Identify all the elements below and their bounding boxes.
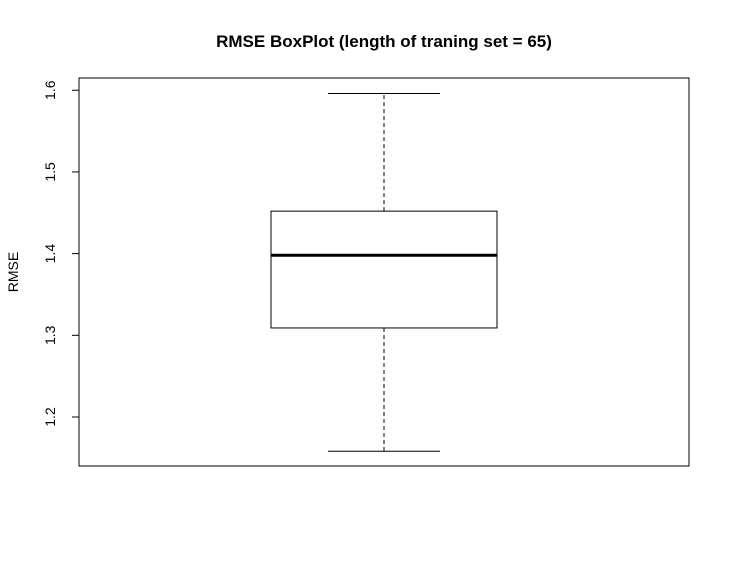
y-axis: 1.2 1.3 1.4 1.5 1.6: [42, 80, 80, 427]
y-tick-label: 1.2: [42, 407, 58, 427]
box-group: [270, 93, 498, 452]
y-axis-label: RMSE: [5, 252, 21, 292]
y-tick-label: 1.3: [42, 325, 58, 345]
y-tick-label: 1.4: [42, 244, 58, 264]
y-tick-label: 1.6: [42, 80, 58, 100]
interquartile-box: [270, 210, 498, 329]
chart-title: RMSE BoxPlot (length of traning set = 65…: [216, 32, 552, 51]
y-tick-label: 1.5: [42, 162, 58, 182]
